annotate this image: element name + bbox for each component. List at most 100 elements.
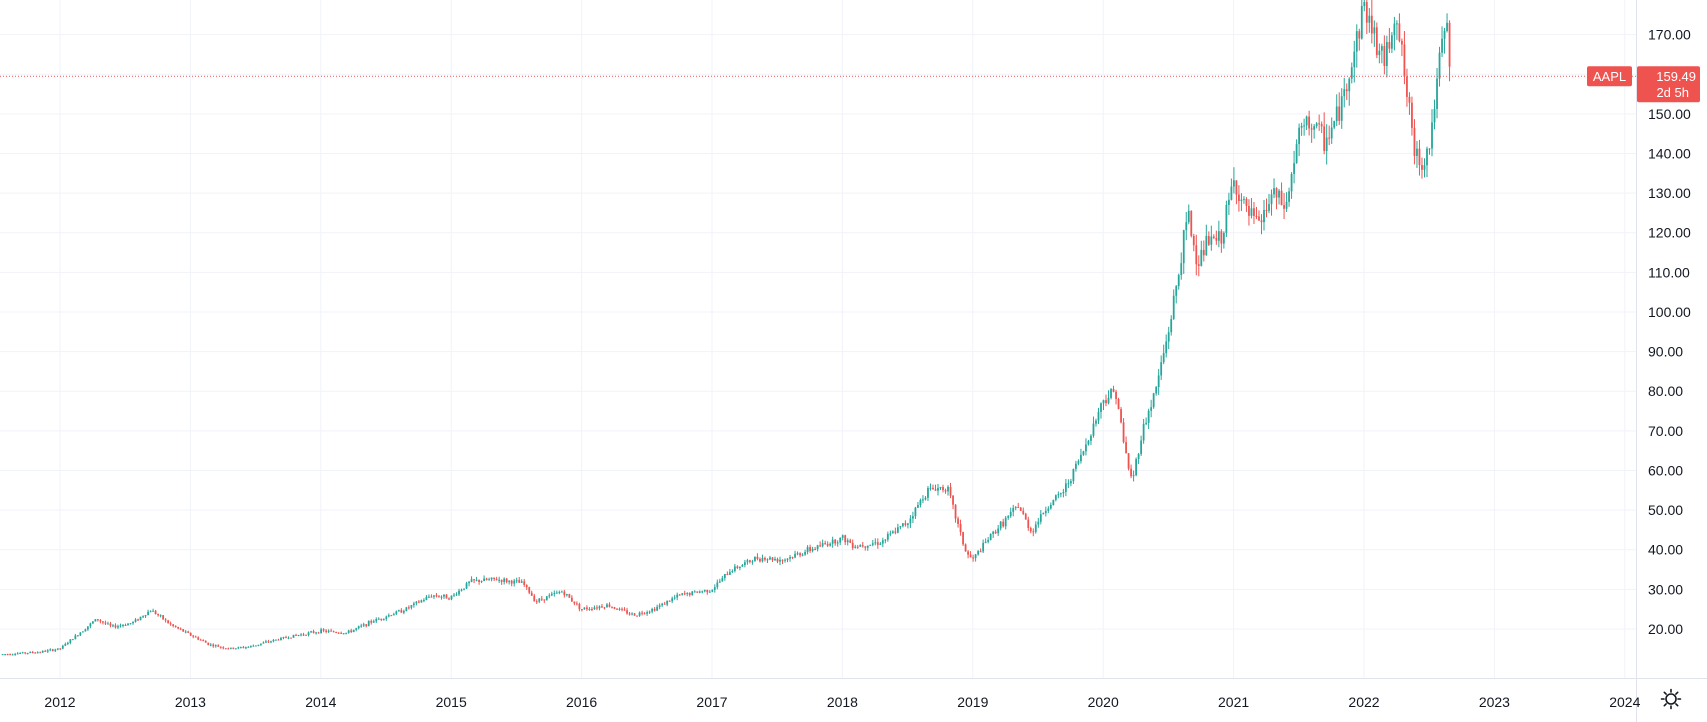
chart-settings-button[interactable] — [1656, 684, 1686, 714]
candle-body — [214, 645, 217, 647]
candle-body — [1403, 44, 1406, 77]
candle — [372, 619, 375, 623]
candle — [728, 568, 731, 575]
candle — [202, 639, 205, 642]
candle — [224, 648, 227, 650]
candle-body — [601, 606, 603, 608]
candle — [212, 643, 215, 648]
candle-body — [503, 578, 506, 582]
candle-body — [490, 577, 493, 580]
candle-body — [425, 596, 428, 600]
candle — [232, 647, 235, 650]
candle — [1014, 506, 1017, 511]
candle-body — [671, 598, 674, 602]
candle-body — [611, 606, 613, 608]
candle — [1408, 92, 1411, 115]
candle — [1441, 26, 1443, 58]
candle — [661, 602, 664, 607]
candle-body — [834, 539, 837, 544]
candle — [420, 599, 423, 603]
candle-body — [761, 557, 764, 562]
candle — [475, 576, 478, 582]
candle — [1293, 150, 1295, 184]
candle — [1368, 7, 1371, 33]
candle-body — [1185, 222, 1188, 231]
candle-body — [919, 499, 922, 506]
candle — [1057, 491, 1060, 499]
candle — [764, 556, 766, 562]
candle-body — [548, 595, 551, 597]
candle — [666, 600, 669, 607]
candle-body — [570, 597, 573, 602]
candle-body — [137, 619, 139, 621]
candle-body — [924, 497, 927, 500]
candle-body — [352, 629, 355, 633]
candle — [74, 633, 77, 640]
candle — [861, 541, 864, 548]
candle-body — [1283, 205, 1285, 209]
candle — [676, 592, 679, 601]
candle-body — [646, 612, 649, 614]
candle — [217, 644, 220, 647]
candle — [999, 521, 1002, 531]
y-tick-label: 20.00 — [1648, 621, 1683, 637]
candle-body — [1363, 2, 1366, 6]
candle — [1009, 507, 1012, 518]
candle — [423, 598, 425, 603]
candle-body — [1147, 410, 1150, 423]
candle — [1145, 417, 1148, 426]
candle-body — [1112, 389, 1115, 392]
candle-body — [142, 616, 144, 618]
candle — [972, 554, 975, 562]
candle-body — [626, 610, 628, 614]
candle — [307, 631, 310, 637]
candle-body — [1172, 295, 1175, 320]
candle-body — [134, 619, 137, 622]
candle — [713, 584, 716, 593]
candle-body — [1388, 42, 1391, 49]
candle — [1034, 521, 1037, 534]
candle-body — [14, 654, 17, 656]
candle-body — [19, 653, 22, 655]
candle — [1200, 240, 1203, 267]
candle-body — [458, 590, 460, 595]
candle — [944, 488, 947, 494]
candle-body — [222, 647, 225, 649]
candle-body — [673, 597, 676, 599]
candle-body — [1105, 400, 1107, 404]
candle-body — [54, 649, 57, 651]
candle-body — [1125, 442, 1127, 454]
candle — [1077, 459, 1080, 466]
candle — [227, 647, 230, 650]
candle-body — [159, 615, 162, 617]
candle — [1024, 512, 1027, 520]
candle-body — [1328, 137, 1331, 139]
candle-body — [498, 579, 501, 581]
candle — [663, 601, 666, 605]
candle — [967, 549, 969, 559]
candle-body — [688, 593, 691, 595]
candle-body — [974, 554, 977, 559]
candle-body — [219, 646, 222, 648]
candle-body — [312, 631, 315, 633]
candle — [229, 647, 232, 650]
candle — [1298, 123, 1301, 157]
candle — [1235, 180, 1238, 205]
candle-body — [678, 594, 681, 596]
candle-body — [39, 652, 42, 654]
candle — [1095, 418, 1097, 427]
candle — [1421, 157, 1423, 179]
candle-body — [1303, 125, 1306, 127]
candle-body — [9, 654, 12, 656]
candle — [648, 610, 651, 615]
candle — [154, 609, 157, 615]
candle-body — [69, 639, 72, 643]
candle-body — [1421, 165, 1423, 170]
candle — [789, 555, 791, 562]
candle-body — [455, 594, 458, 596]
candle — [1335, 94, 1338, 127]
candle-body — [26, 652, 29, 654]
candle — [54, 648, 57, 653]
